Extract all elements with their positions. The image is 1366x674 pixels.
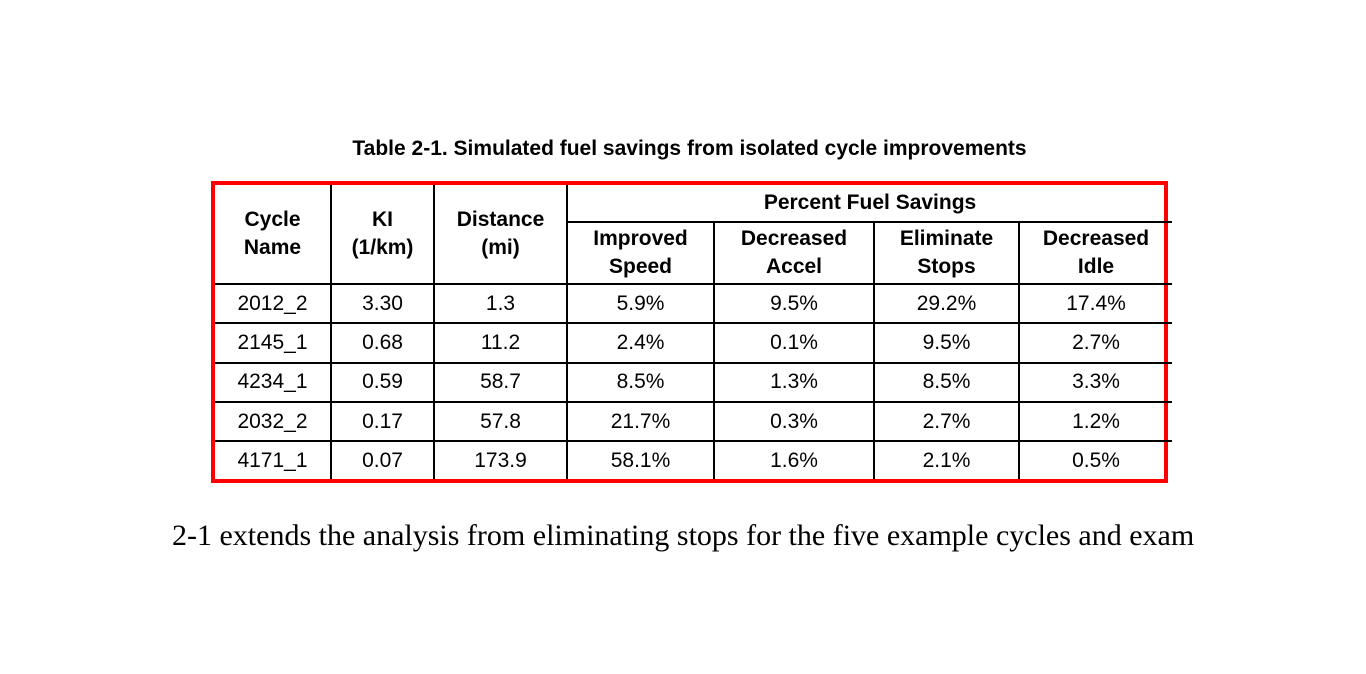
table-cell: 0.07: [330, 440, 435, 480]
column-header-ki: KI (1/km): [330, 184, 435, 285]
table-cell: 2.7%: [873, 400, 1020, 443]
table-cell: 58.7: [433, 361, 568, 403]
header-row-sub: Improved Speed Decreased Accel Eliminate…: [215, 221, 1174, 285]
table-cell: 3.3%: [1017, 361, 1174, 403]
table-row: 2032_2 0.17 57.8 21.7% 0.3% 2.7% 1.2%: [214, 400, 1174, 443]
table-row: 4234_1 0.59 58.7 8.5% 1.3% 8.5% 3.3%: [214, 361, 1174, 403]
table-cell: 0.59: [330, 361, 435, 403]
table-cell: 58.1%: [566, 440, 715, 480]
column-header-decreased-idle: Decreased Idle: [1017, 221, 1174, 285]
table-cell: 0.3%: [713, 400, 875, 443]
table-cell: 0.5%: [1017, 440, 1174, 480]
table-cell: 5.9%: [566, 282, 715, 325]
table-cell: 2032_2: [214, 400, 332, 443]
table-cell: 4171_1: [214, 440, 332, 480]
fuel-savings-table-grid: Cycle Name KI (1/km) Distance (mi) Perce…: [214, 184, 1174, 480]
table-cell: 1.6%: [713, 440, 875, 480]
table-cell: 1.2%: [1017, 400, 1174, 443]
table-cell: 8.5%: [873, 361, 1020, 403]
table-cell: 2012_2: [214, 282, 332, 325]
table-row: 2012_2 3.30 1.3 5.9% 9.5% 29.2% 17.4%: [214, 282, 1174, 325]
table-cell: 21.7%: [566, 400, 715, 443]
table-cell: 4234_1: [214, 361, 332, 403]
table-row: 2145_1 0.68 11.2 2.4% 0.1% 9.5% 2.7%: [214, 322, 1174, 364]
column-header-distance: Distance (mi): [433, 184, 568, 285]
table-cell: 11.2: [433, 322, 568, 364]
table-row: 4171_1 0.07 173.9 58.1% 1.6% 2.1% 0.5%: [214, 440, 1174, 480]
table-cell: 9.5%: [873, 322, 1020, 364]
table-cell: 9.5%: [713, 282, 875, 325]
column-header-cycle-name: Cycle Name: [214, 184, 332, 285]
table-cell: 2.1%: [873, 440, 1020, 480]
table-cell: 29.2%: [873, 282, 1020, 325]
table-body: 2012_2 3.30 1.3 5.9% 9.5% 29.2% 17.4% 2145_1 0.6…: [214, 282, 1174, 480]
body-text-line: 2-1 extends the analysis from eliminatin…: [172, 519, 1195, 552]
fuel-savings-table: Cycle Name KI (1/km) Distance (mi) Perce…: [211, 181, 1174, 483]
table-cell: 2.4%: [566, 322, 715, 364]
table-cell: 0.17: [330, 400, 435, 443]
table-cell: 0.1%: [713, 322, 875, 364]
table-cell: 173.9: [433, 440, 568, 480]
table-cell: 2.7%: [1017, 322, 1174, 364]
table-cell: 1.3%: [713, 361, 875, 403]
table-cell: 57.8: [433, 400, 568, 443]
group-header-percent-fuel-savings: Percent Fuel Savings: [565, 184, 1174, 223]
header-row-group: Cycle Name KI (1/km) Distance (mi) Perce…: [214, 184, 1174, 285]
table-cell: 0.68: [330, 322, 435, 364]
table-cell: 2145_1: [214, 322, 332, 364]
table-cell: 17.4%: [1017, 282, 1174, 325]
table-caption: Table 2-1. Simulated fuel savings from i…: [352, 137, 1027, 160]
column-header-decreased-accel: Decreased Accel: [713, 221, 875, 285]
column-header-improved-speed: Improved Speed: [566, 221, 715, 285]
table-cell: 1.3: [433, 282, 568, 325]
column-header-eliminate-stops: Eliminate Stops: [873, 221, 1020, 285]
table-cell: 8.5%: [566, 361, 715, 403]
table-cell: 3.30: [330, 282, 435, 325]
